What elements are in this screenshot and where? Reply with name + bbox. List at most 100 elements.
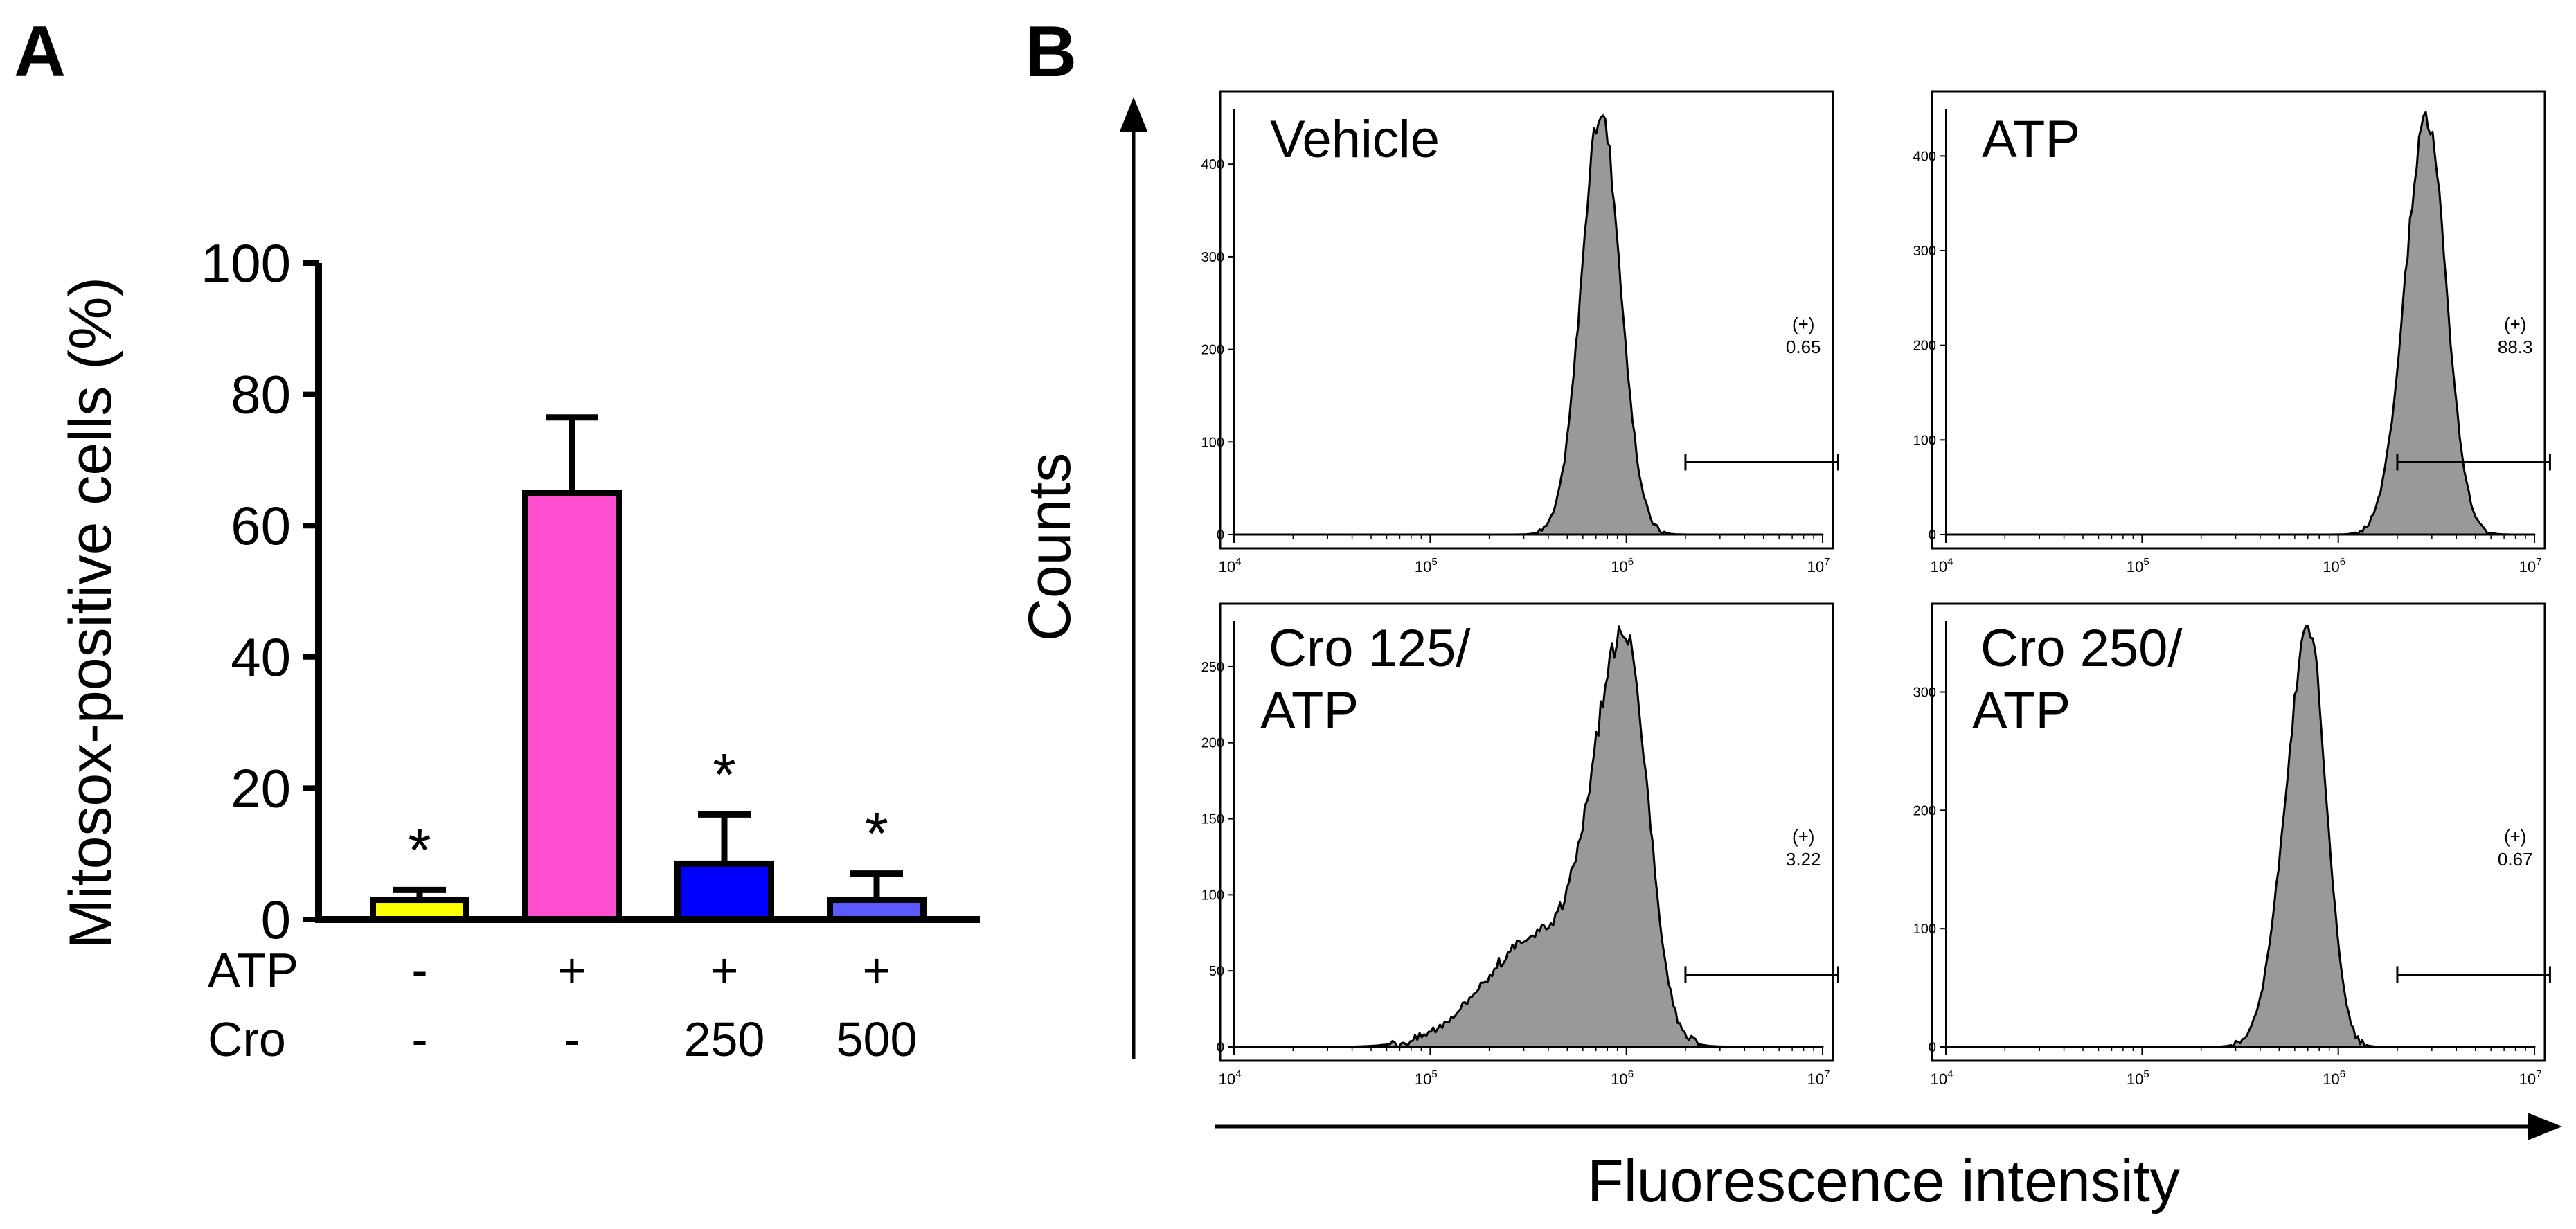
gate-percentage: 3.22	[1786, 849, 1821, 870]
gate-label: (+)	[1792, 826, 1815, 847]
x-tick-base: 10	[1219, 558, 1235, 575]
treatment-value: +	[710, 943, 739, 997]
panel-b-x-axis-title: Fluorescence intensity	[1587, 1148, 2180, 1214]
treatment-row-label: ATP	[208, 943, 298, 997]
y-tick-label: 100	[201, 233, 291, 294]
histogram-x-tick-label: 104	[1219, 556, 1242, 575]
histogram-title-line-2: ATP	[1260, 681, 1359, 740]
histogram-x-tick-label: 104	[1219, 1068, 1242, 1088]
histogram-x-tick-label: 104	[1931, 556, 1953, 575]
histogram-y-tick-label: 0	[1217, 1040, 1224, 1055]
x-tick-exponent: 6	[1628, 1068, 1634, 1080]
significance-star: *	[713, 742, 735, 808]
panel-b: B Counts Fluorescence intensity 01002003…	[1017, 12, 2562, 1214]
histogram-x-tick-label: 105	[2127, 1068, 2149, 1088]
histogram-y-tick-label: 100	[1913, 922, 1936, 937]
gate-percentage: 88.3	[2498, 337, 2533, 357]
histogram-x-tick-label: 107	[1807, 556, 1830, 575]
x-tick-base: 10	[1931, 1070, 1947, 1088]
x-tick-exponent: 7	[2536, 556, 2541, 568]
treatment-value: 250	[684, 1012, 765, 1066]
histogram-x-tick-label: 105	[1415, 1068, 1438, 1088]
histogram-y-tick-label: 150	[1201, 812, 1224, 827]
histogram-y-tick-label: 300	[1913, 244, 1936, 259]
panel-a-error-bars	[393, 414, 903, 900]
histogram-y-tick-label: 400	[1913, 149, 1936, 164]
x-tick-exponent: 6	[2340, 1068, 2345, 1080]
y-tick-label: 60	[231, 495, 291, 556]
histogram-y-tick-label: 0	[1929, 528, 1936, 543]
panel-a-y-ticks: 0 20 40 60 80 100	[201, 233, 319, 950]
histogram-title-line-1: Cro 125/	[1269, 619, 1471, 678]
treatment-row-label: Cro	[208, 1012, 286, 1066]
panel-a: A Mitosox-positive cells (%) 0 20 40 60 80 10…	[14, 12, 980, 1066]
histogram-frame	[1219, 90, 1834, 550]
x-tick-base: 10	[1415, 1070, 1431, 1088]
histogram-x-tick-label: 106	[1611, 556, 1634, 575]
panel-a-significance-marks: * * *	[408, 742, 888, 883]
y-tick-label: 80	[231, 364, 291, 425]
treatment-value: -	[411, 1012, 427, 1066]
gate-percentage: 0.65	[1786, 337, 1821, 357]
x-tick-exponent: 4	[1235, 556, 1241, 568]
histogram-y-tick-label: 50	[1209, 964, 1224, 979]
histogram-y-tick-label: 400	[1201, 157, 1224, 172]
significance-star: *	[865, 801, 888, 868]
gate-label: (+)	[2504, 826, 2527, 847]
histogram-y-tick-label: 100	[1201, 435, 1224, 450]
histogram-x-tick-label: 107	[1807, 1068, 1830, 1088]
histogram-frame	[1931, 602, 2546, 1062]
x-tick-base: 10	[1219, 1070, 1235, 1088]
x-tick-exponent: 6	[1628, 556, 1634, 568]
histogram-title-line-2: ATP	[1972, 681, 2070, 740]
x-tick-exponent: 5	[2143, 556, 2149, 568]
bar	[522, 490, 622, 923]
x-tick-exponent: 4	[1235, 1068, 1241, 1080]
histogram-x-tick-label: 106	[1611, 1068, 1634, 1088]
histogram-y-tick-label: 200	[1201, 736, 1224, 751]
histogram-x-tick-label: 106	[2323, 1068, 2345, 1088]
x-tick-base: 10	[1611, 1070, 1627, 1088]
x-tick-exponent: 5	[1431, 556, 1437, 568]
histogram-y-tick-label: 200	[1913, 803, 1936, 818]
panel-b-letter: B	[1025, 12, 1077, 92]
gate-label: (+)	[2504, 314, 2527, 334]
x-tick-base: 10	[1807, 1070, 1824, 1088]
x-tick-exponent: 4	[1947, 1068, 1953, 1080]
panel-b-y-axis-title: Counts	[1017, 453, 1083, 642]
histogram-x-tick-label: 107	[2519, 1068, 2542, 1088]
gate-label: (+)	[1792, 314, 1815, 334]
gate-percentage: 0.67	[2498, 849, 2533, 870]
histogram-x-tick-label: 105	[1415, 556, 1438, 575]
x-tick-base: 10	[1415, 558, 1431, 575]
treatment-value: +	[863, 943, 891, 997]
panel-a-treatment-table: ATP - + + + Cro - - 250 500	[208, 943, 917, 1066]
histogram-y-tick-label: 100	[1201, 888, 1224, 903]
histogram-y-tick-label: 200	[1913, 339, 1936, 354]
histogram-y-tick-label: 300	[1201, 250, 1224, 265]
treatment-value: -	[564, 1012, 580, 1066]
x-tick-exponent: 6	[2340, 556, 2345, 568]
x-tick-base: 10	[1611, 558, 1627, 575]
histogram-y-tick-label: 0	[1217, 528, 1224, 543]
x-tick-base: 10	[2519, 558, 2536, 575]
x-tick-base: 10	[2323, 558, 2339, 575]
x-tick-exponent: 4	[1947, 556, 1953, 568]
histogram-x-tick-label: 106	[2323, 556, 2345, 575]
x-tick-base: 10	[1807, 558, 1824, 575]
panel-a-y-axis-title: Mitosox-positive cells (%)	[57, 277, 124, 949]
histogram-y-tick-label: 250	[1201, 660, 1224, 675]
x-tick-base: 10	[2519, 1070, 2536, 1088]
histogram-title-line-1: Cro 250/	[1980, 619, 2183, 678]
x-tick-exponent: 7	[2536, 1068, 2541, 1080]
histogram-y-tick-label: 300	[1913, 685, 1936, 701]
x-tick-exponent: 5	[1431, 1068, 1437, 1080]
x-tick-base: 10	[1931, 558, 1947, 575]
histogram-x-tick-label: 107	[2519, 556, 2542, 575]
treatment-value: +	[558, 943, 587, 997]
